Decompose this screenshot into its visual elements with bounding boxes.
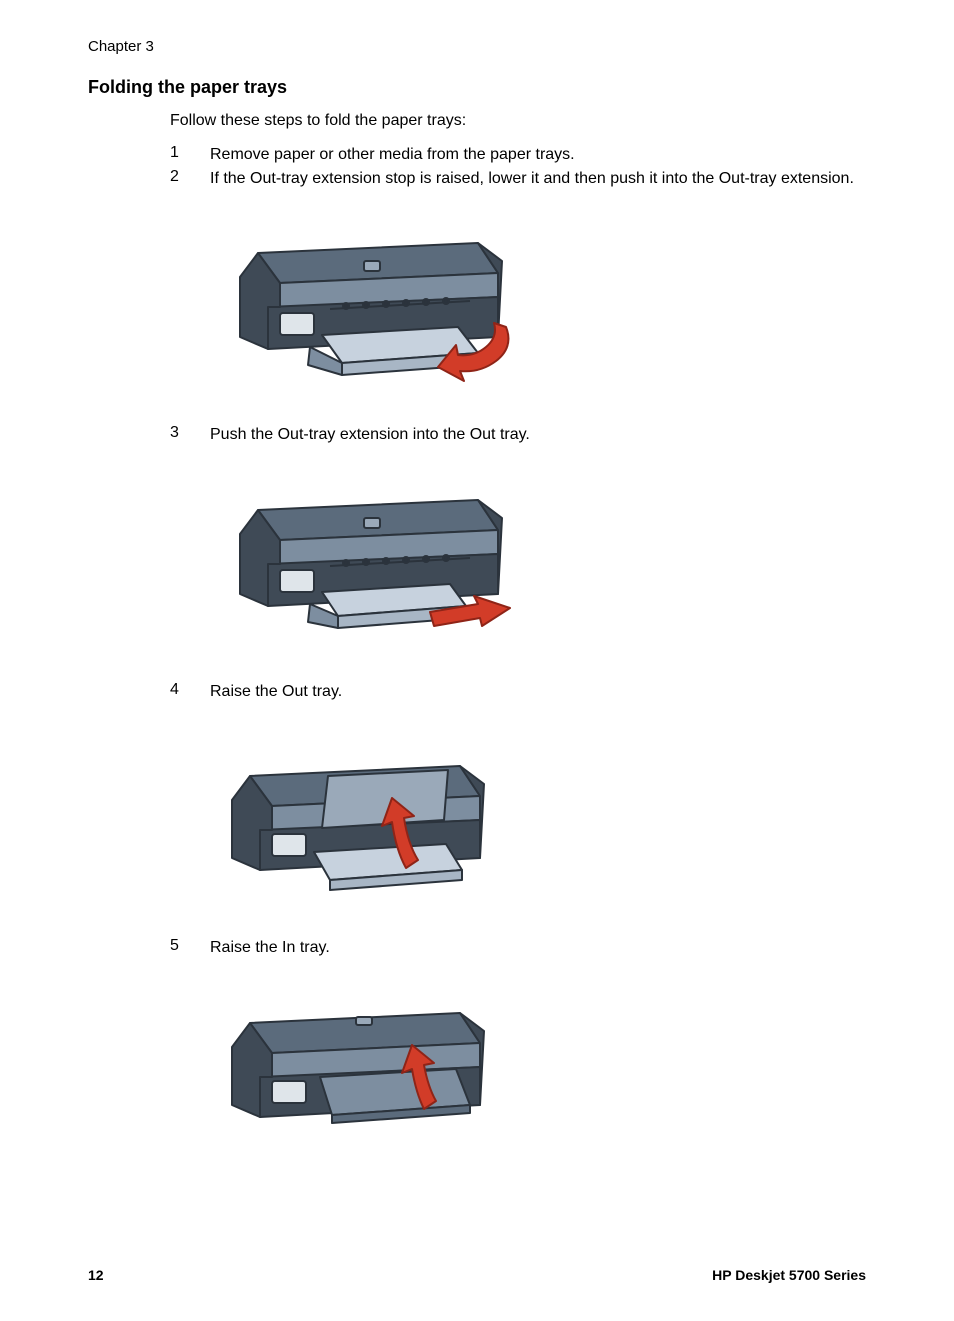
figure-step-3 <box>210 474 866 649</box>
page-footer: 12 HP Deskjet 5700 Series <box>88 1267 866 1283</box>
step-item: 2 If the Out-tray extension stop is rais… <box>170 168 866 190</box>
step-number: 2 <box>170 168 210 190</box>
section-intro: Follow these steps to fold the paper tra… <box>170 112 866 130</box>
section-title: Folding the paper trays <box>88 77 866 98</box>
step-item: 4 Raise the Out tray. <box>170 681 866 703</box>
step-text: Raise the In tray. <box>210 937 330 959</box>
step-number: 5 <box>170 937 210 959</box>
step-item: 1 Remove paper or other media from the p… <box>170 144 866 166</box>
figure-step-5 <box>210 987 866 1142</box>
step-item: 5 Raise the In tray. <box>170 937 866 959</box>
product-name: HP Deskjet 5700 Series <box>712 1267 866 1283</box>
step-text: If the Out-tray extension stop is raised… <box>210 168 854 190</box>
chapter-label: Chapter 3 <box>88 38 866 55</box>
figure-step-2 <box>210 217 866 392</box>
step-number: 4 <box>170 681 210 703</box>
step-item: 3 Push the Out-tray extension into the O… <box>170 424 866 446</box>
step-text: Remove paper or other media from the pap… <box>210 144 575 166</box>
step-text: Push the Out-tray extension into the Out… <box>210 424 530 446</box>
step-text: Raise the Out tray. <box>210 681 342 703</box>
step-number: 3 <box>170 424 210 446</box>
page-number: 12 <box>88 1267 104 1283</box>
figure-step-4 <box>210 730 866 905</box>
step-number: 1 <box>170 144 210 166</box>
